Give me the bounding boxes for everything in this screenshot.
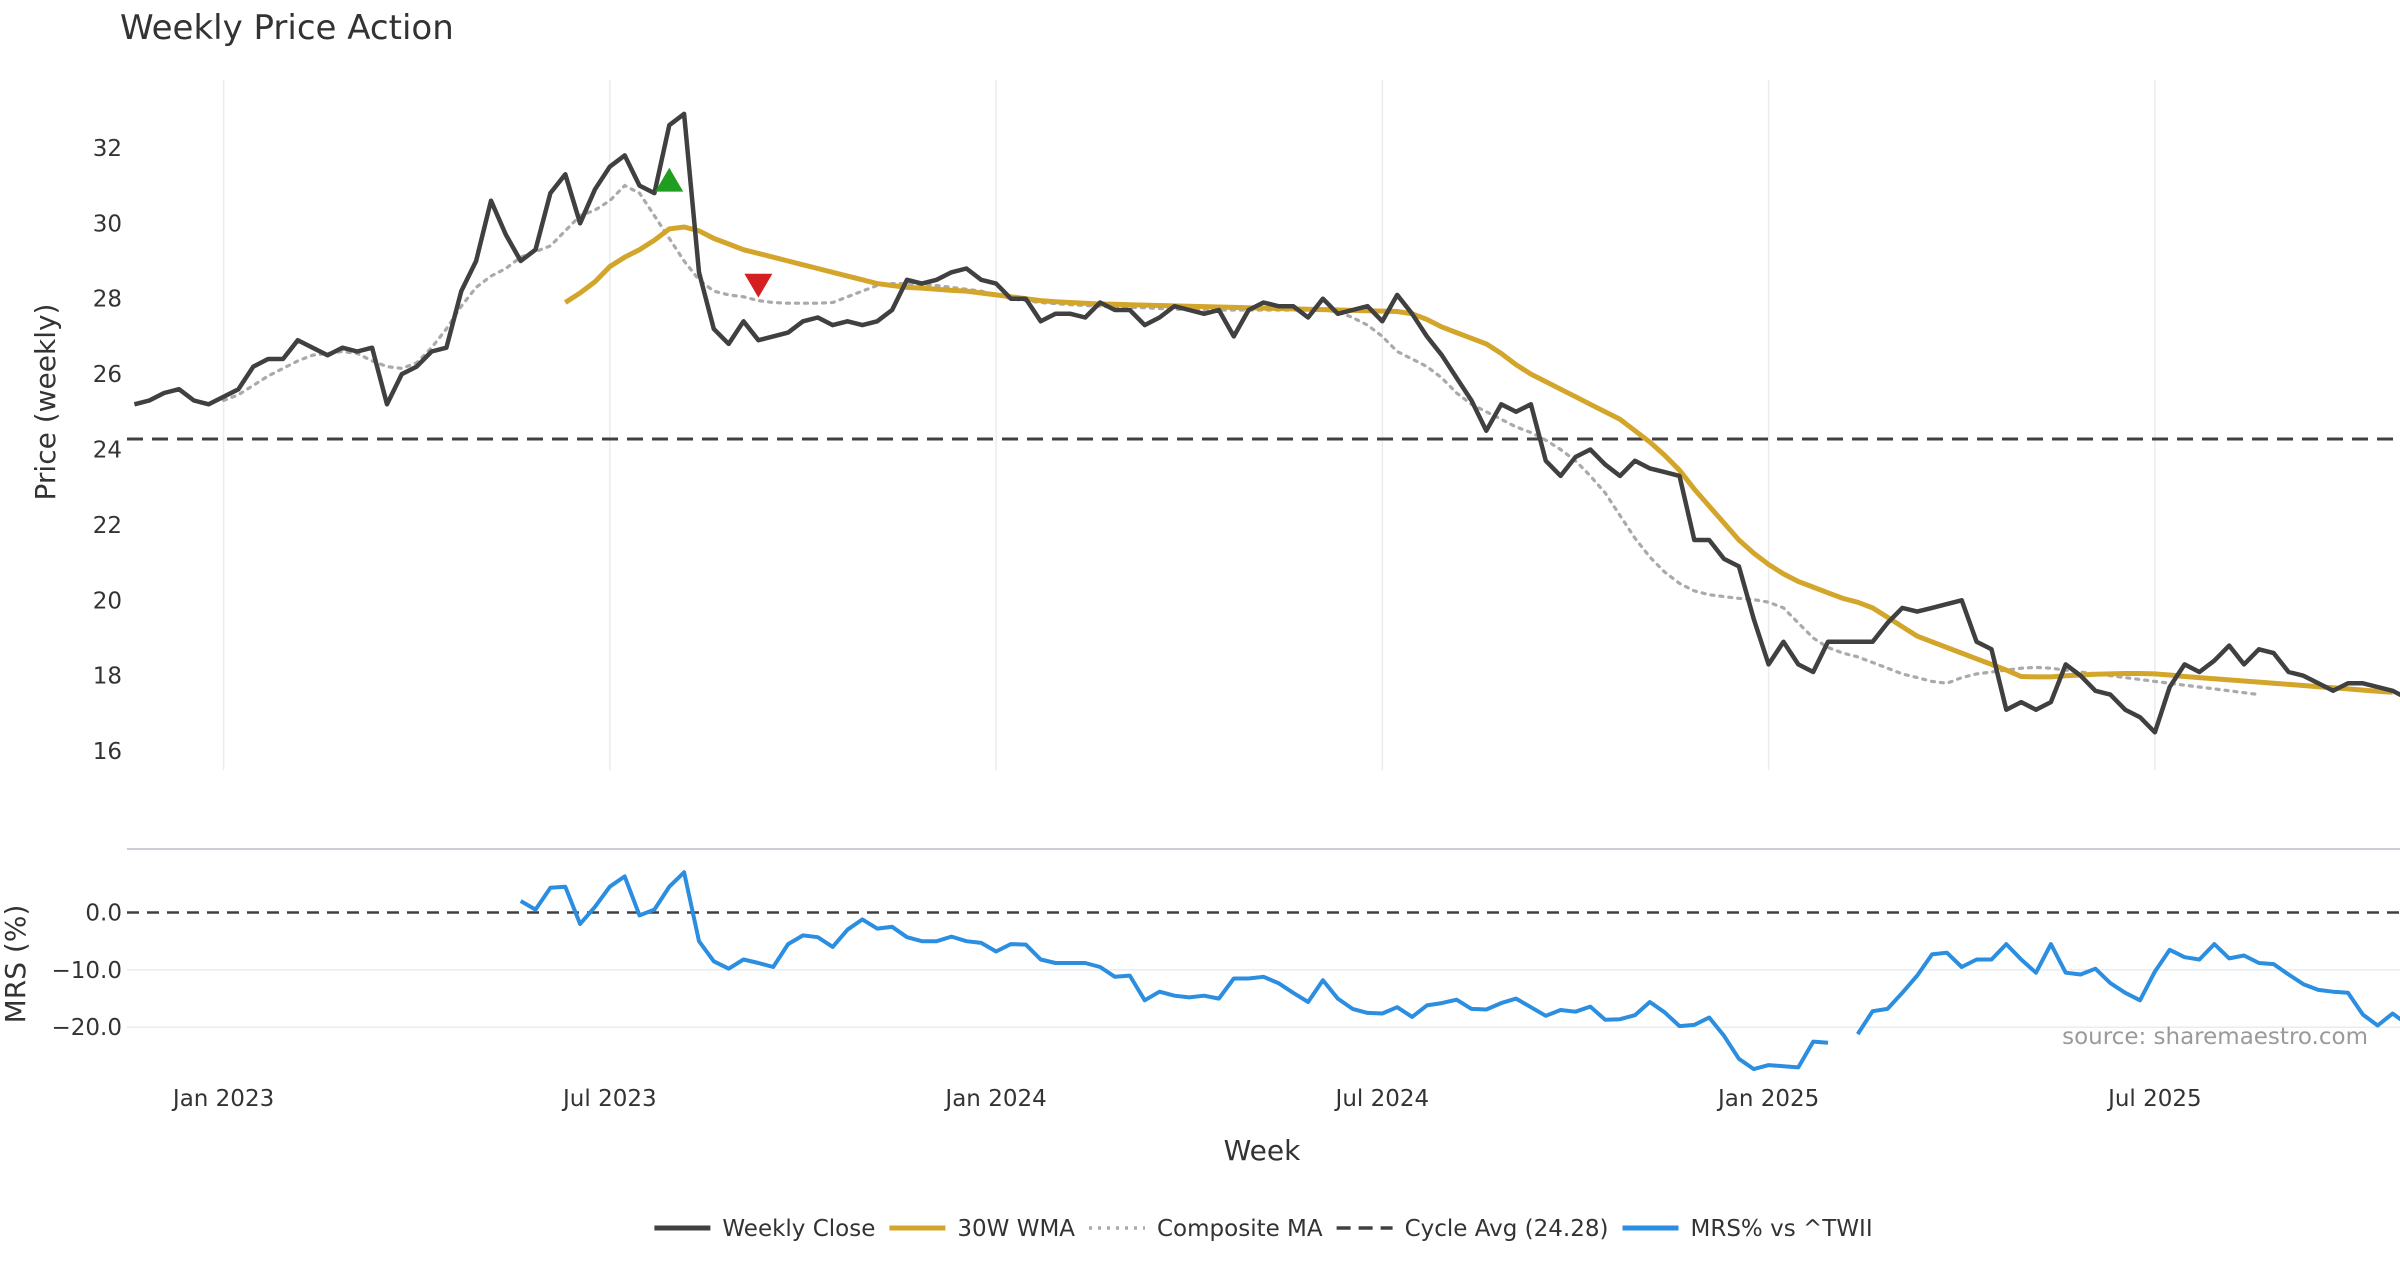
legend: Weekly Close 30W WMA Composite MA Cycle Avg… (654, 1216, 1873, 1242)
x-axis-title: Week (1224, 1134, 1301, 1167)
mrs-panel: 0.0 −10.0 −20.0 MRS (%) source: sharemaest… (0, 870, 2400, 1072)
x-tick: Jul 2023 (561, 1086, 657, 1112)
weekly-close-line (133, 111, 2400, 735)
price-y-tick: 20 (93, 588, 122, 614)
legend-item: MRS% vs ^TWII (1622, 1216, 1873, 1242)
legend-label: Composite MA (1157, 1216, 1323, 1242)
legend-label: Cycle Avg (24.28) (1405, 1216, 1609, 1242)
source-note: source: sharemaestro.com (2062, 1024, 2368, 1050)
signal-markers (655, 167, 773, 298)
price-y-tick: 26 (93, 362, 122, 388)
legend-label: MRS% vs ^TWII (1691, 1216, 1873, 1242)
grid (127, 80, 2400, 1028)
price-y-axis: 16 18 20 22 24 26 28 30 32 (93, 136, 122, 765)
price-y-tick: 24 (93, 438, 122, 464)
legend-item: Weekly Close (654, 1216, 875, 1242)
price-y-tick: 18 (93, 664, 122, 690)
price-y-tick: 28 (93, 287, 122, 313)
x-tick: Jul 2024 (1334, 1086, 1430, 1112)
legend-item: Composite MA (1089, 1216, 1323, 1242)
legend-label: 30W WMA (957, 1216, 1075, 1242)
chart-title: Weekly Price Action (120, 8, 454, 48)
x-tick: Jan 2023 (171, 1086, 274, 1112)
buy-signal-marker (655, 167, 684, 192)
mrs-y-tick: 0.0 (85, 901, 122, 927)
price-y-tick: 30 (93, 211, 122, 237)
wma-30w-line (563, 224, 2393, 695)
price-y-tick: 16 (93, 739, 122, 765)
price-y-tick: 32 (93, 136, 122, 162)
mrs-y-tick: −10.0 (52, 958, 122, 984)
x-tick: Jan 2025 (1716, 1086, 1819, 1112)
mrs-y-tick: −20.0 (52, 1015, 122, 1041)
sell-signal-marker (744, 273, 773, 298)
legend-label: Weekly Close (722, 1216, 875, 1242)
mrs-line (519, 870, 2400, 1072)
legend-item: 30W WMA (889, 1216, 1075, 1242)
x-axis: Jan 2023 Jul 2023 Jan 2024 Jul 2024 Jan 2025… (171, 1086, 2202, 1112)
mrs-y-axis: 0.0 −10.0 −20.0 (52, 901, 122, 1042)
price-panel: 16 18 20 22 24 26 28 30 32 Price (weekly) (29, 111, 2400, 765)
legend-item: Cycle Avg (24.28) (1336, 1216, 1609, 1242)
x-tick: Jan 2024 (943, 1086, 1046, 1112)
x-tick: Jul 2025 (2106, 1086, 2202, 1112)
mrs-y-axis-title: MRS (%) (0, 905, 32, 1024)
price-y-tick: 22 (93, 513, 122, 539)
price-y-axis-title: Price (weekly) (29, 304, 62, 501)
